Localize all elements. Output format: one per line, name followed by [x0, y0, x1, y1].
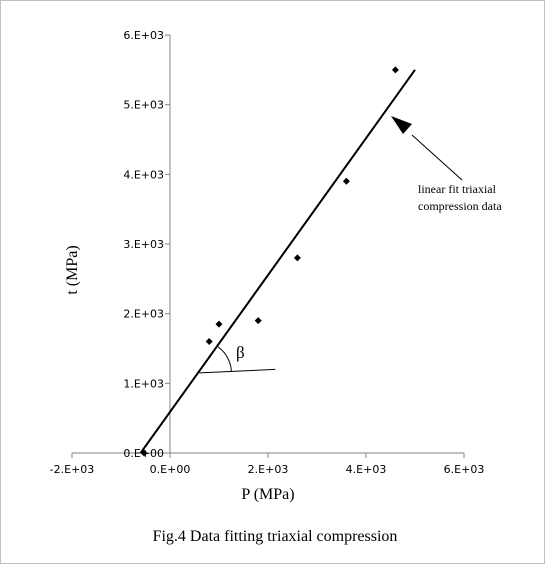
- x-ticks: -2.E+03 0.E+00 2.E+03 4.E+03 6.E+03: [50, 453, 485, 476]
- beta-label: β: [236, 343, 245, 362]
- data-points: [140, 66, 399, 457]
- angle-reference-line: [199, 368, 276, 374]
- data-point: [215, 320, 223, 328]
- beta-angle-arc: [217, 346, 232, 372]
- linear-fit-line: [139, 69, 416, 454]
- annotation-line-1: linear fit triaxial: [418, 182, 497, 196]
- data-point: [342, 177, 350, 185]
- y-tick-label: 1.E+03: [123, 377, 164, 390]
- y-tick-label: 6.E+03: [123, 29, 164, 42]
- y-ticks: 0.E+001.E+032.E+033.E+034.E+035.E+036.E+…: [123, 29, 170, 460]
- annotation-line-2: compression data: [418, 199, 502, 213]
- y-tick-label: 3.E+03: [123, 238, 164, 251]
- data-point: [391, 66, 399, 74]
- x-tick-label: -2.E+03: [50, 463, 95, 476]
- x-tick-label: 6.E+03: [444, 463, 485, 476]
- figure-caption: Fig.4 Data fitting triaxial compression: [153, 528, 398, 545]
- x-axis-title: P (MPa): [241, 486, 294, 503]
- data-point: [293, 254, 301, 262]
- y-axis-title: t (MPa): [64, 245, 81, 294]
- data-point: [254, 317, 262, 325]
- x-tick-label: 2.E+03: [248, 463, 289, 476]
- y-tick-label: 2.E+03: [123, 308, 164, 321]
- y-tick-label: 5.E+03: [123, 99, 164, 112]
- annotation-arrowhead: [391, 116, 412, 134]
- y-tick-label: 4.E+03: [123, 168, 164, 181]
- x-tick-label: 4.E+03: [346, 463, 387, 476]
- data-point: [205, 338, 213, 346]
- data-point: [140, 449, 148, 457]
- x-tick-label: 0.E+00: [150, 463, 191, 476]
- annotation-arrow-shaft: [411, 134, 463, 181]
